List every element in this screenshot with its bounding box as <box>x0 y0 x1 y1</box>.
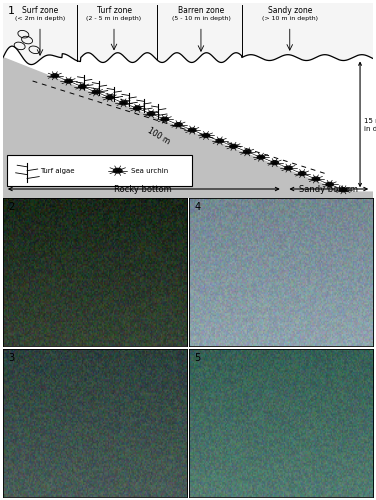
Circle shape <box>161 118 168 121</box>
Circle shape <box>340 188 347 192</box>
Circle shape <box>216 139 223 143</box>
Text: Sandy bottom: Sandy bottom <box>299 184 358 194</box>
Text: (> 10 m in depth): (> 10 m in depth) <box>262 16 318 20</box>
Circle shape <box>257 156 265 159</box>
Circle shape <box>51 74 59 78</box>
Polygon shape <box>3 58 373 198</box>
FancyBboxPatch shape <box>7 155 192 186</box>
Circle shape <box>65 79 72 83</box>
Circle shape <box>312 177 320 181</box>
Text: 4: 4 <box>194 202 200 212</box>
Text: Surf zone: Surf zone <box>22 6 58 15</box>
Circle shape <box>285 166 292 170</box>
Circle shape <box>92 90 100 94</box>
Text: (5 - 10 m in depth): (5 - 10 m in depth) <box>171 16 230 20</box>
Circle shape <box>175 122 182 126</box>
Text: 15 m
in depth: 15 m in depth <box>364 118 376 132</box>
Circle shape <box>326 182 333 186</box>
Text: Turf algae: Turf algae <box>40 168 74 173</box>
Circle shape <box>114 168 122 173</box>
Circle shape <box>147 112 155 116</box>
Text: Sandy zone: Sandy zone <box>268 6 312 15</box>
Circle shape <box>189 128 196 132</box>
Circle shape <box>120 101 127 105</box>
Text: (< 2m in depth): (< 2m in depth) <box>15 16 65 20</box>
Circle shape <box>106 96 114 100</box>
Text: 3: 3 <box>9 353 15 363</box>
Text: Turf zone: Turf zone <box>97 6 132 15</box>
Text: Rocky bottom: Rocky bottom <box>114 184 172 194</box>
Circle shape <box>230 144 237 148</box>
Text: 2: 2 <box>9 202 15 212</box>
Circle shape <box>202 134 210 138</box>
Circle shape <box>133 106 141 110</box>
Text: 100 m: 100 m <box>146 126 171 146</box>
Circle shape <box>79 84 86 88</box>
Polygon shape <box>3 3 373 64</box>
Text: 5: 5 <box>194 353 201 363</box>
Circle shape <box>271 160 278 164</box>
Text: 1: 1 <box>8 6 14 16</box>
Text: Barren zone: Barren zone <box>178 6 224 15</box>
Circle shape <box>299 172 306 175</box>
Circle shape <box>244 150 251 154</box>
Text: Sea urchin: Sea urchin <box>130 168 168 173</box>
Text: (2 - 5 m in depth): (2 - 5 m in depth) <box>86 16 142 20</box>
